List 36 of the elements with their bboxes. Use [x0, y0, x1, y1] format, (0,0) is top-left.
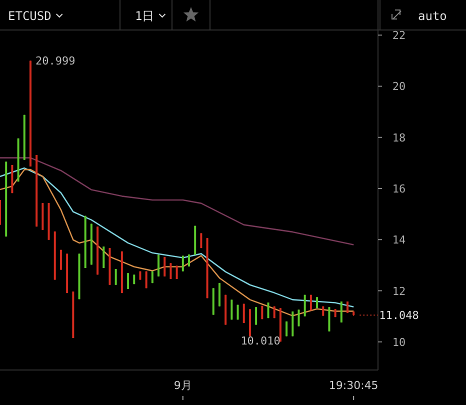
candlestick — [182, 255, 184, 272]
candlestick — [267, 302, 270, 319]
candlestick — [158, 254, 160, 277]
text: 1日 — [135, 9, 154, 23]
candlestick — [102, 246, 105, 268]
y-tick-label: 20 — [392, 80, 406, 94]
candlestick — [114, 268, 117, 286]
candlestick — [200, 232, 202, 249]
candlestick — [164, 256, 166, 277]
candlestick — [304, 294, 306, 317]
candlestick — [298, 309, 300, 327]
candlestick — [218, 282, 220, 307]
y-tick-label: 10 — [392, 336, 406, 349]
candlestick — [255, 306, 258, 326]
candlestick — [170, 262, 172, 280]
y-tick-label: 22 — [392, 29, 406, 42]
candlestick — [60, 249, 62, 270]
candlestick — [127, 272, 130, 290]
candlestick — [340, 300, 342, 323]
line-series — [0, 157, 354, 246]
y-tick-label: 14 — [392, 234, 406, 247]
candlestick — [230, 299, 233, 320]
annotation: 20.999 — [35, 54, 76, 68]
annotation: 10.010 — [240, 334, 280, 348]
candlestick — [176, 265, 178, 280]
x-tick-label: 9月 — [174, 379, 192, 392]
candlestick — [242, 303, 245, 324]
ref-line-label: 11.048 — [379, 309, 419, 322]
text: auto — [418, 9, 447, 23]
text: ETCUSD — [8, 9, 52, 23]
candlestick — [310, 294, 312, 311]
candlestick — [286, 320, 288, 337]
y-tick-label: 12 — [392, 284, 406, 298]
y-tick-label: 18 — [392, 131, 406, 144]
x-tick-label: 19:30:45 — [328, 379, 378, 392]
y-tick-label: 16 — [392, 182, 406, 196]
